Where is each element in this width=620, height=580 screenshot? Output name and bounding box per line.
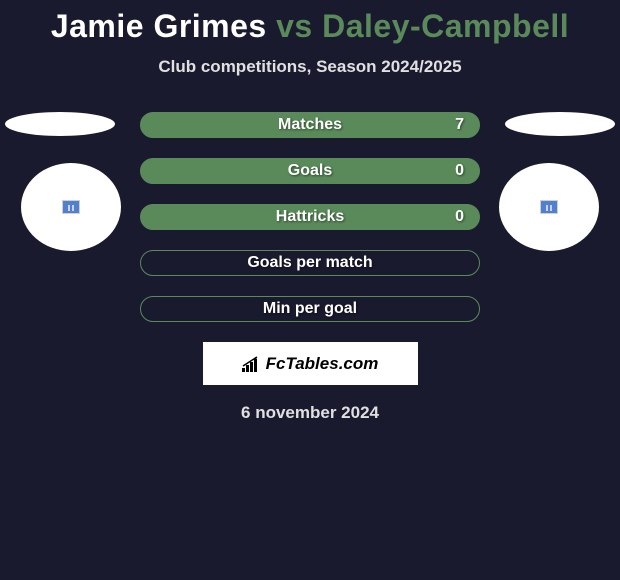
stat-label: Goals per match — [247, 254, 372, 272]
player2-avatar-circle — [499, 163, 599, 251]
date-text: 6 november 2024 — [0, 403, 620, 423]
stat-value-right: 0 — [455, 162, 464, 180]
player1-placeholder-icon — [62, 200, 80, 214]
chart-icon — [242, 356, 262, 372]
stat-bar-goals-per-match: Goals per match — [140, 250, 480, 276]
stat-bar-hattricks: Hattricks 0 — [140, 204, 480, 230]
stats-column: Matches 7 Goals 0 Hattricks 0 Goals per … — [140, 112, 480, 322]
player1-name: Jamie Grimes — [51, 8, 267, 44]
player2-ellipse — [505, 112, 615, 136]
player1-avatar-circle — [21, 163, 121, 251]
stat-bar-goals: Goals 0 — [140, 158, 480, 184]
player1-ellipse — [5, 112, 115, 136]
stat-value-right: 7 — [455, 116, 464, 134]
stat-bar-matches: Matches 7 — [140, 112, 480, 138]
player2-placeholder-icon — [540, 200, 558, 214]
main-container: Jamie Grimes vs Daley-Campbell Club comp… — [0, 0, 620, 423]
vs-text: vs — [276, 8, 313, 44]
branding-badge: FcTables.com — [203, 342, 418, 385]
main-area: Matches 7 Goals 0 Hattricks 0 Goals per … — [0, 112, 620, 423]
stat-label: Matches — [278, 116, 342, 134]
stat-label: Min per goal — [263, 300, 357, 318]
stat-value-right: 0 — [455, 208, 464, 226]
page-title: Jamie Grimes vs Daley-Campbell — [0, 8, 620, 45]
player2-name: Daley-Campbell — [322, 8, 569, 44]
stat-bar-min-per-goal: Min per goal — [140, 296, 480, 322]
brand-text: FcTables.com — [266, 354, 379, 374]
stat-label: Goals — [288, 162, 332, 180]
subtitle: Club competitions, Season 2024/2025 — [0, 57, 620, 77]
stat-label: Hattricks — [276, 208, 344, 226]
